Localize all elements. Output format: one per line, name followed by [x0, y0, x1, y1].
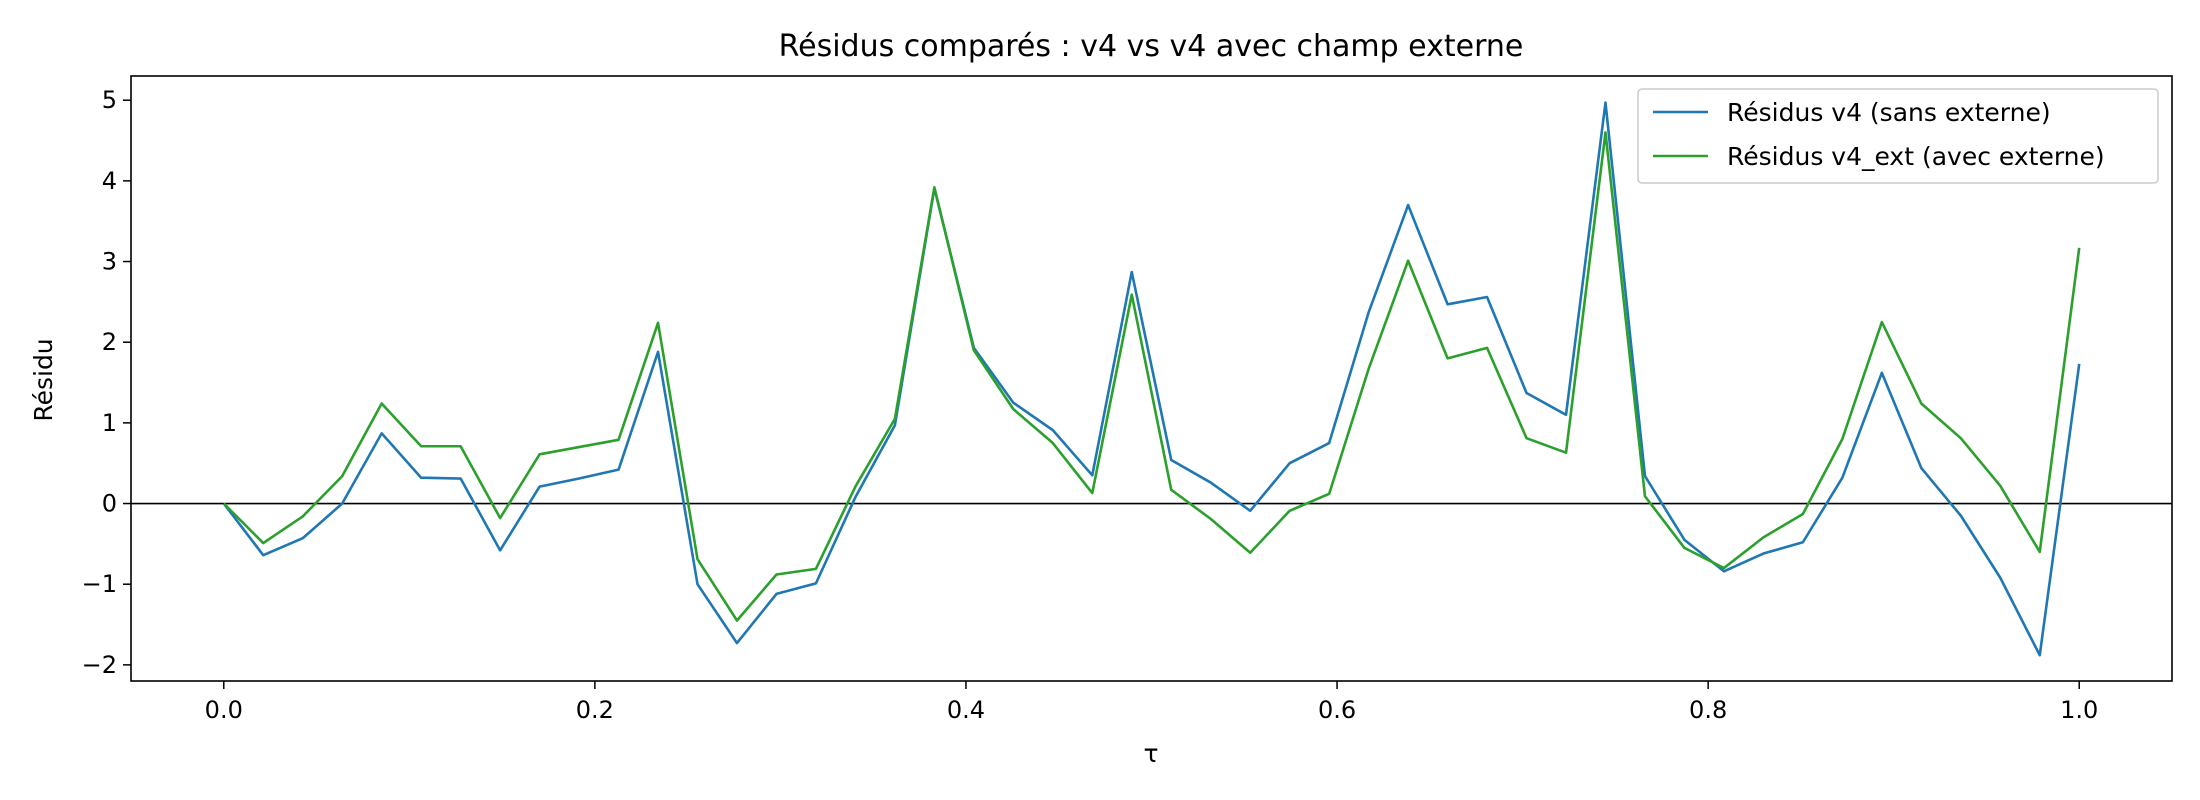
y-axis: −2 −1 0 1 2 3 4 5	[82, 86, 131, 679]
y-tick-label: −2	[82, 651, 117, 679]
x-tick-label: 0.2	[576, 696, 614, 724]
y-tick-label: 2	[102, 328, 117, 356]
y-tick-label: 3	[102, 248, 117, 276]
y-tick-label: 1	[102, 409, 117, 437]
x-tick-label: 0.6	[1318, 696, 1356, 724]
series-line-0	[222, 101, 2081, 657]
y-tick-label: −1	[82, 570, 117, 598]
x-axis-label: τ	[1143, 739, 1158, 768]
x-tick-label: 0.0	[205, 696, 243, 724]
x-tick-label: 0.4	[947, 696, 985, 724]
chart-title: Résidus comparés : v4 vs v4 avec champ e…	[779, 29, 1524, 64]
plot-frame	[130, 75, 2173, 682]
legend: Résidus v4 (sans externe) Résidus v4_ext…	[1637, 88, 2159, 184]
legend-label-v4: Résidus v4 (sans externe)	[1727, 98, 2051, 127]
legend-label-v4-ext: Résidus v4_ext (avec externe)	[1727, 142, 2105, 171]
legend-box	[1637, 88, 2159, 184]
plot-area	[131, 101, 2172, 657]
y-axis-label: Résidu	[29, 338, 58, 421]
y-tick-label: 4	[102, 167, 117, 195]
x-tick-label: 0.8	[1689, 696, 1727, 724]
x-axis: 0.0 0.2 0.4 0.6 0.8 1.0	[205, 681, 2098, 724]
y-tick-label: 5	[102, 86, 117, 114]
x-tick-label: 1.0	[2060, 696, 2098, 724]
y-tick-label: 0	[102, 490, 117, 518]
series-line-1	[222, 131, 2081, 622]
